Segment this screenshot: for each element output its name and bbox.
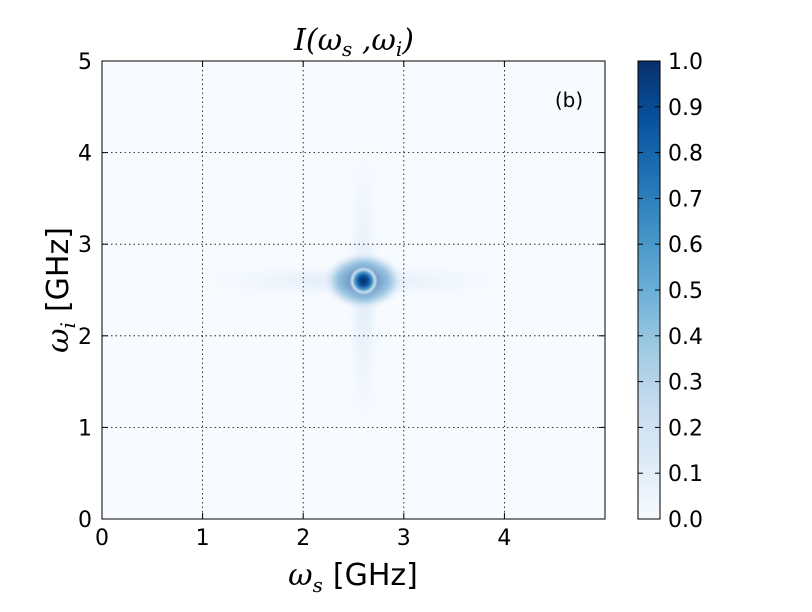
- colorbar-tick-label: 0.5: [668, 279, 703, 304]
- x-tick-label: 1: [196, 526, 210, 551]
- grid-lines: [102, 61, 605, 519]
- x-axis-ticks: 0 1 2 3 4: [95, 61, 511, 551]
- colorbar-tick-label: 0.6: [668, 233, 703, 258]
- peak-spot: [349, 266, 378, 295]
- chart-title: I(ωs ,ωi): [293, 23, 414, 61]
- x-tick-label: 3: [397, 526, 411, 551]
- x-tick-label: 2: [296, 526, 310, 551]
- y-tick-label: 1: [78, 416, 92, 441]
- colorbar-tick-label: 0.2: [668, 416, 703, 441]
- plot-area: 0 1 2 3 4 0 1 2 3 4 5 (b): [78, 50, 606, 551]
- colorbar-tick-label: 0.3: [668, 371, 703, 396]
- x-tick-label: 4: [497, 526, 511, 551]
- y-tick-label: 3: [78, 233, 92, 258]
- x-tick-label: 0: [95, 526, 109, 551]
- colorbar-tick-label: 0.9: [668, 96, 703, 121]
- y-tick-label: 0: [78, 508, 92, 533]
- colorbar: 0.0 0.1 0.2 0.3 0.4 0.5 0.6 0.7 0.8 0.9 1.0: [637, 50, 703, 533]
- colorbar-tick-label: 0.1: [668, 462, 703, 487]
- colorbar-tick-label: 1.0: [668, 50, 703, 75]
- colorbar-tick-label: 0.0: [668, 508, 703, 533]
- y-tick-label: 2: [78, 325, 92, 350]
- colorbar-tick-label: 0.4: [668, 325, 703, 350]
- x-axis-label: ωs [GHz]: [288, 558, 418, 597]
- y-axis-ticks: 0 1 2 3 4 5: [78, 50, 605, 533]
- y-axis-label: ωi[GHz]: [41, 227, 80, 353]
- y-tick-label: 4: [78, 142, 92, 167]
- colorbar-tick-label: 0.7: [668, 187, 703, 212]
- y-tick-label: 5: [78, 50, 92, 75]
- plot-frame: [101, 60, 606, 520]
- colorbar-tick-label: 0.8: [668, 142, 703, 167]
- colorbar-ticks: 0.0 0.1 0.2 0.3 0.4 0.5 0.6 0.7 0.8 0.9 1.0: [638, 50, 703, 533]
- panel-label: (b): [555, 88, 583, 112]
- heatmap-peak-group: [192, 141, 515, 439]
